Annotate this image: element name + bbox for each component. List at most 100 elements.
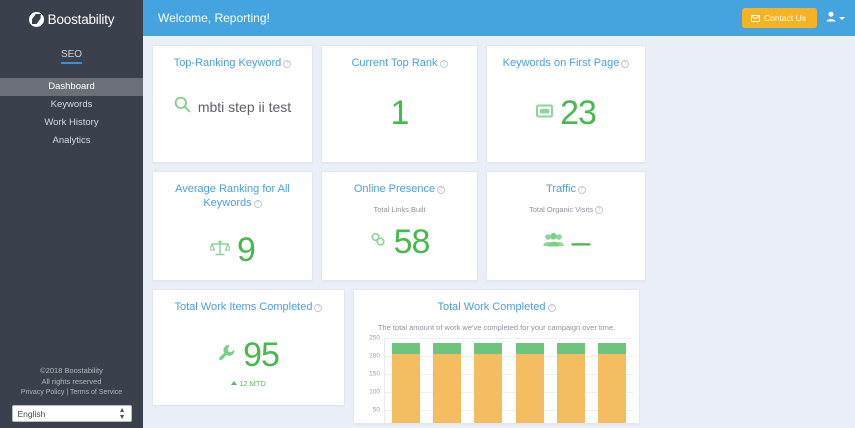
chart-bar-segment-additional — [391, 343, 420, 355]
chart-gridline — [385, 374, 633, 375]
chart-area: 250 200 150 100 50 — [362, 334, 633, 423]
card-total-work-completed-chart: Total Work Completed? The total amount o… — [353, 289, 640, 424]
sidebar-item-keywords[interactable]: Keywords — [0, 96, 143, 114]
card-top-ranking-keyword: Top-Ranking Keyword? mbti step ii test — [152, 45, 313, 163]
average-ranking-value: 9 — [237, 231, 256, 269]
mtd-delta-label: 12 MTD — [239, 379, 266, 388]
brand-name: Boostability — [47, 11, 115, 27]
card-traffic: Traffic? Total Organic Visits? — [486, 171, 646, 281]
sidebar-item-label: Keywords — [50, 99, 93, 110]
chart-bar[interactable] — [556, 343, 585, 423]
contact-us-button[interactable]: Contact Us — [741, 8, 817, 28]
link-separator: | — [64, 389, 71, 396]
chart-bar-segment-additional — [474, 343, 503, 355]
terms-of-service-link[interactable]: Terms of Service — [70, 389, 123, 396]
card-total-work-items-completed: Total Work Items Completed? 95 12 MTD — [152, 289, 345, 406]
card-title-text: Current Top Rank — [351, 57, 438, 69]
card-body: – — [487, 225, 645, 259]
language-select[interactable]: English ▲ ▼ — [11, 405, 132, 422]
card-title: Online Presence? — [322, 172, 477, 196]
chart-y-tick: 200 — [369, 352, 380, 360]
chart-bar-segment-base — [556, 354, 585, 423]
sidebar-item-work-history[interactable]: Work History — [0, 114, 143, 132]
chart-gridline — [385, 338, 633, 339]
card-row-1: Top-Ranking Keyword? mbti step ii test C… — [152, 45, 855, 163]
sidebar-footer: ©2018 Boostability All rights reserved P… — [0, 365, 143, 422]
help-icon[interactable]: ? — [314, 304, 323, 312]
sidebar: Boostability SEO Dashboard Keywords Work… — [0, 0, 143, 428]
card-body: 9 — [153, 233, 312, 267]
chart-bar-segment-additional — [598, 343, 627, 355]
card-title: Total Work Items Completed? — [153, 290, 344, 314]
chart-bar-segment-base — [391, 354, 420, 423]
card-title: Top-Ranking Keyword? — [153, 46, 312, 70]
chart-bar[interactable] — [515, 343, 544, 423]
help-icon[interactable]: ? — [577, 186, 586, 194]
sidebar-item-analytics[interactable]: Analytics — [0, 132, 143, 150]
online-presence-value: 58 — [393, 223, 431, 261]
card-average-ranking: Average Ranking for All Keywords? — [152, 171, 313, 281]
chart-gridline — [385, 392, 633, 393]
card-body: 1 — [322, 96, 477, 130]
help-icon[interactable]: ? — [437, 186, 446, 194]
chart-bar[interactable] — [391, 343, 420, 423]
sidebar-item-label: Work History — [44, 117, 99, 128]
card-title-text: Online Presence — [353, 183, 436, 195]
browser-window-icon — [536, 104, 554, 123]
help-icon[interactable]: ? — [621, 60, 630, 68]
card-row-3: Total Work Items Completed? 95 12 MTD — [152, 289, 855, 424]
chevron-updown-icon: ▲ ▼ — [118, 406, 126, 421]
sidebar-item-label: Analytics — [52, 135, 91, 146]
main-area: Welcome, Reporting! Contact Us — [143, 0, 855, 428]
chart-bar-segment-additional — [432, 343, 461, 355]
chart-bar-segment-base — [474, 354, 503, 423]
chart-y-tick: 250 — [369, 334, 380, 342]
chart-bar[interactable] — [598, 343, 627, 423]
card-row-2: Average Ranking for All Keywords? — [152, 171, 855, 281]
chart-y-axis: 250 200 150 100 50 — [362, 334, 382, 423]
card-title-text: Keywords on First Page — [502, 57, 620, 69]
help-icon[interactable]: ? — [439, 60, 448, 68]
chart-bar[interactable] — [474, 343, 503, 423]
chart-bars — [385, 338, 633, 423]
card-body: 58 — [322, 225, 477, 259]
brand-logo[interactable]: Boostability — [0, 4, 143, 34]
chart-plot — [384, 338, 633, 423]
card-current-top-rank: Current Top Rank? 1 — [321, 45, 478, 163]
help-icon[interactable]: ? — [253, 200, 262, 208]
traffic-value: – — [571, 223, 591, 261]
sidebar-item-dashboard[interactable]: Dashboard — [0, 78, 143, 96]
card-body: mbti step ii test — [153, 96, 312, 118]
card-keywords-on-first-page: Keywords on First Page? 23 — [486, 45, 646, 163]
card-title: Average Ranking for All Keywords? — [153, 172, 312, 210]
chart-bar-segment-base — [598, 354, 627, 423]
sidebar-section-tab-label: SEO — [60, 49, 83, 64]
chart-bar[interactable] — [432, 343, 461, 423]
chart-bar-segment-base — [432, 354, 461, 423]
user-menu[interactable] — [826, 9, 845, 27]
copyright-text: ©2018 Boostability — [40, 366, 103, 375]
chart-gridline — [385, 410, 633, 411]
card-title: Total Work Completed? — [354, 290, 639, 314]
dashboard-content: Top-Ranking Keyword? mbti step ii test C… — [143, 36, 855, 424]
chart-bar-segment-additional — [556, 343, 585, 355]
search-magnifier-icon — [174, 96, 191, 118]
card-subtitle-text: Total Organic Visits — [528, 205, 594, 214]
topbar: Welcome, Reporting! Contact Us — [143, 0, 855, 36]
total-work-items-value: 95 — [243, 336, 280, 374]
wrench-icon — [218, 344, 236, 367]
sidebar-section-tab-seo[interactable]: SEO — [0, 44, 143, 67]
chain-link-icon — [370, 232, 387, 252]
help-icon[interactable]: ? — [547, 304, 556, 312]
help-icon[interactable]: ? — [283, 60, 292, 68]
rights-text: All rights reserved — [41, 377, 102, 386]
topbar-actions: Contact Us — [741, 8, 845, 28]
sidebar-nav: Dashboard Keywords Work History Analytic… — [0, 78, 143, 150]
card-title: Traffic? — [487, 172, 645, 196]
privacy-policy-link[interactable]: Privacy Policy — [20, 389, 65, 396]
contact-us-label: Contact Us — [763, 13, 806, 23]
card-title-text: Traffic — [546, 183, 576, 195]
help-icon[interactable]: ? — [595, 206, 604, 214]
chart-bar-segment-additional — [515, 343, 544, 355]
